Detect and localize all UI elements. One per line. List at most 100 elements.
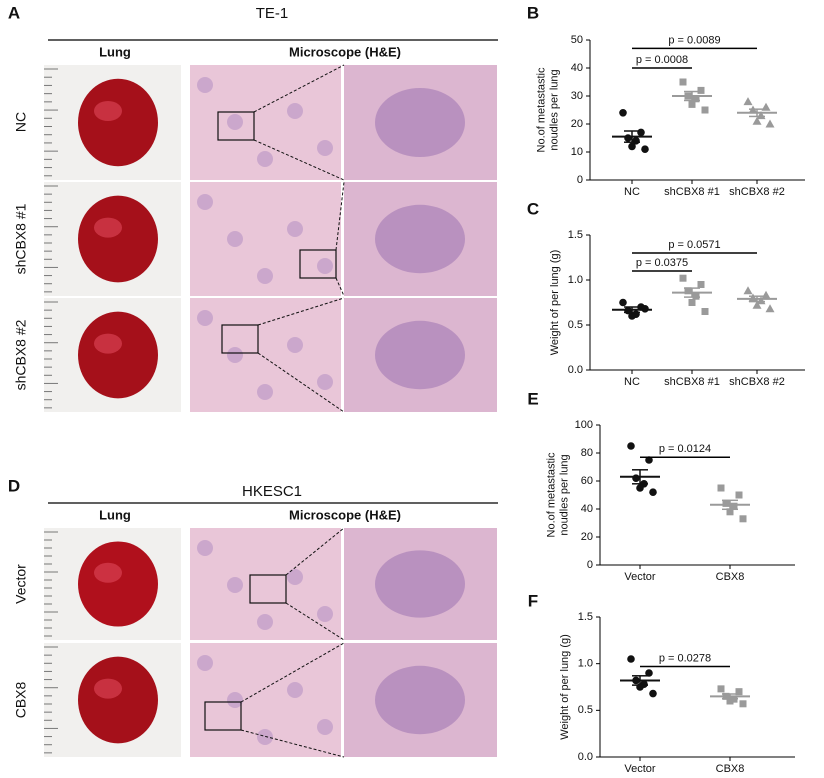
inset-box	[249, 574, 287, 604]
lung-tissue	[78, 78, 158, 167]
data-point	[645, 456, 653, 464]
inset-box	[204, 701, 242, 731]
tissue-spot	[287, 337, 303, 353]
y-tick-label: 10	[571, 146, 583, 158]
data-point	[739, 515, 747, 523]
data-point	[739, 700, 747, 708]
y-tick-label: 50	[571, 34, 583, 46]
x-tick-label: shCBX8 #1	[664, 376, 720, 388]
data-point	[637, 128, 645, 137]
tissue-spot	[317, 140, 333, 156]
tissue-spot	[257, 729, 273, 745]
y-tick-label: 60	[581, 475, 593, 487]
p-value: p = 0.0008	[636, 54, 688, 66]
zoom-line	[335, 181, 345, 251]
tissue-spot	[197, 540, 213, 556]
row-label: NC	[13, 112, 29, 132]
lung-highlight	[94, 217, 122, 238]
column-header: Microscope (H&E)	[289, 44, 401, 59]
data-point	[649, 488, 657, 497]
inset-box	[299, 249, 337, 279]
panel-label: D	[8, 476, 20, 495]
zoom-line	[257, 297, 345, 326]
zoom-line	[253, 64, 345, 113]
tissue-spot	[197, 655, 213, 671]
inset-box	[217, 111, 255, 141]
data-point	[684, 287, 692, 295]
y-tick-label: 1.0	[568, 274, 583, 286]
tissue-spot	[287, 221, 303, 237]
data-point	[619, 298, 627, 307]
data-point	[628, 142, 636, 151]
tissue-spot	[257, 268, 273, 284]
data-point	[692, 95, 700, 103]
data-point	[752, 300, 762, 309]
p-value: p = 0.0124	[659, 443, 711, 455]
tissue-spot	[227, 114, 243, 130]
row-label: shCBX8 #1	[13, 203, 29, 274]
data-point	[730, 502, 738, 510]
row-label: Vector	[13, 564, 29, 604]
data-point	[645, 669, 653, 677]
y-tick-label: 20	[581, 531, 593, 543]
lung-highlight	[94, 333, 122, 354]
data-point	[692, 292, 700, 300]
p-value: p = 0.0571	[668, 239, 720, 251]
y-tick-label: 1.5	[568, 229, 583, 241]
tissue-spot	[227, 347, 243, 363]
tissue-spot	[197, 310, 213, 326]
data-point	[624, 134, 632, 142]
data-point	[743, 286, 753, 295]
panel-label: B	[527, 3, 539, 22]
tissue-spot	[197, 194, 213, 210]
tissue-cluster	[375, 665, 465, 735]
data-point	[748, 293, 758, 302]
zoom-line	[257, 352, 345, 413]
y-axis-title: No.of metastastic	[545, 452, 557, 537]
zoom-line	[253, 139, 345, 181]
y-axis-title: noudles per lung	[558, 454, 570, 535]
data-point	[679, 274, 687, 282]
y-tick-label: 1.0	[578, 658, 593, 670]
p-value: p = 0.0278	[659, 652, 711, 664]
data-point	[701, 106, 709, 114]
y-tick-label: 0.0	[568, 364, 583, 376]
x-tick-label: Vector	[624, 571, 656, 583]
lung-tissue	[78, 656, 158, 744]
lung-highlight	[94, 101, 122, 121]
y-axis-title: Weight of per lung (g)	[549, 250, 561, 356]
data-point	[632, 474, 640, 483]
data-point	[765, 304, 775, 313]
tissue-spot	[317, 606, 333, 622]
y-tick-label: 1.5	[578, 611, 593, 623]
tissue-spot	[257, 614, 273, 630]
data-point	[765, 119, 775, 128]
panel-title: TE-1	[256, 5, 289, 22]
tissue-spot	[287, 682, 303, 698]
data-point	[636, 484, 644, 492]
lung-tissue	[78, 541, 158, 627]
data-point	[735, 688, 743, 696]
data-point	[649, 689, 657, 698]
tissue-cluster	[375, 320, 465, 390]
y-tick-label: 0.5	[578, 704, 593, 716]
y-axis-title: Weight of per lung (g)	[559, 634, 571, 740]
data-point	[717, 484, 725, 492]
tissue-spot	[287, 569, 303, 585]
zoom-line	[240, 729, 345, 758]
data-point	[726, 508, 734, 516]
tissue-spot	[227, 692, 243, 708]
tissue-spot	[257, 384, 273, 400]
zoom-line	[285, 602, 345, 641]
y-tick-label: 30	[571, 90, 583, 102]
x-tick-label: CBX8	[716, 763, 745, 775]
data-point	[726, 697, 734, 705]
column-header: Microscope (H&E)	[289, 507, 401, 522]
data-point	[697, 281, 705, 288]
panel-title: HKESC1	[242, 483, 302, 500]
y-axis-title: No.of metastastic	[535, 67, 547, 152]
tissue-cluster	[375, 88, 465, 157]
lung-tissue	[78, 195, 158, 283]
x-tick-label: shCBX8 #2	[729, 186, 785, 198]
